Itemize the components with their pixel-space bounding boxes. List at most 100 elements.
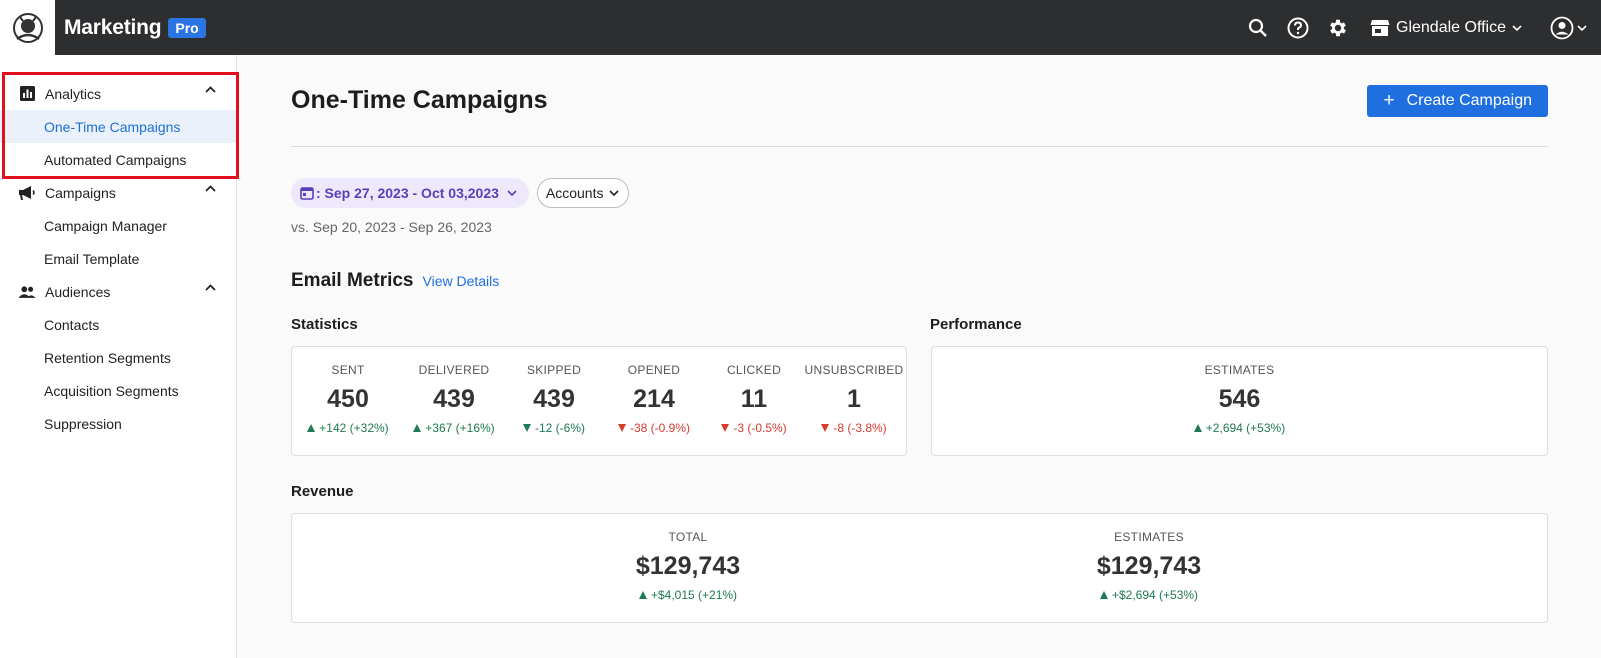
sidebar-item-automated-campaigns[interactable]: Automated Campaigns bbox=[44, 151, 187, 168]
sidebar-item-retention-segments[interactable]: Retention Segments bbox=[44, 349, 171, 366]
metric-label: ESTIMATES bbox=[1204, 363, 1275, 377]
metric-value: $129,743 bbox=[1096, 552, 1202, 580]
chevron-up-icon[interactable] bbox=[205, 185, 216, 192]
calendar-icon bbox=[300, 186, 314, 200]
date-range-filter[interactable]: : Sep 27, 2023 - Oct 03,2023 bbox=[291, 178, 529, 208]
help-icon[interactable] bbox=[1286, 16, 1310, 40]
delta-text: +$2,694 (+53%) bbox=[1111, 588, 1199, 602]
metric-delta: -38 (-0.9%) bbox=[617, 421, 691, 435]
brand-logo-icon bbox=[12, 12, 43, 43]
sidebar-item-acquisition-segments[interactable]: Acquisition Segments bbox=[44, 382, 179, 399]
nav-group-audiences[interactable]: Audiences bbox=[0, 275, 236, 308]
arrow-up-icon bbox=[413, 424, 422, 432]
statistics-title: Statistics bbox=[291, 316, 358, 333]
metric-label: CLICKED bbox=[726, 363, 782, 377]
arrow-down-icon bbox=[721, 424, 730, 432]
create-campaign-button[interactable]: + Create Campaign bbox=[1367, 84, 1548, 117]
app-title: Marketing bbox=[64, 15, 162, 39]
metric-opened: OPENED 214 -38 (-0.9%) bbox=[604, 347, 704, 455]
metric-label: SENT bbox=[331, 363, 365, 377]
location-selector[interactable]: Glendale Office bbox=[1370, 19, 1522, 37]
chevron-up-icon[interactable] bbox=[205, 86, 216, 93]
metric-delta: -3 (-0.5%) bbox=[721, 421, 787, 435]
metric-label: TOTAL bbox=[668, 530, 708, 544]
plus-icon: + bbox=[1383, 90, 1395, 111]
metric-delta: +2,694 (+53%) bbox=[1193, 421, 1286, 435]
logo[interactable] bbox=[0, 0, 55, 55]
date-range-label: : Sep 27, 2023 - Oct 03,2023 bbox=[316, 185, 499, 201]
delta-text: +$4,015 (+21%) bbox=[650, 588, 738, 602]
metric-value: 439 bbox=[433, 385, 475, 413]
chevron-down-icon bbox=[609, 190, 620, 196]
view-details-link[interactable]: View Details bbox=[422, 273, 500, 289]
metric-delta: +$4,015 (+21%) bbox=[638, 588, 738, 602]
metric-delta: -8 (-3.8%) bbox=[821, 421, 887, 435]
arrow-up-icon bbox=[307, 424, 316, 432]
sidebar-item-suppression[interactable]: Suppression bbox=[44, 415, 122, 432]
comparison-period: vs. Sep 20, 2023 - Sep 26, 2023 bbox=[291, 219, 492, 235]
nav-group-campaigns[interactable]: Campaigns bbox=[0, 176, 236, 209]
page-title: One-Time Campaigns bbox=[291, 86, 548, 114]
location-label: Glendale Office bbox=[1396, 18, 1506, 36]
nav-group-analytics[interactable]: Analytics bbox=[0, 77, 236, 110]
metric-delta: +367 (+16%) bbox=[413, 421, 495, 435]
chevron-down-icon bbox=[1512, 24, 1522, 31]
metric-performance-estimates: ESTIMATES 546 +2,694 (+53%) bbox=[1193, 347, 1286, 455]
performance-card: ESTIMATES 546 +2,694 (+53%) bbox=[931, 346, 1548, 456]
chevron-down-icon bbox=[507, 190, 517, 196]
gear-icon[interactable] bbox=[1326, 16, 1350, 40]
delta-text: -8 (-3.8%) bbox=[833, 421, 887, 435]
create-campaign-label: Create Campaign bbox=[1406, 91, 1532, 109]
accounts-filter[interactable]: Accounts bbox=[536, 178, 630, 208]
metric-value: 11 bbox=[740, 385, 768, 413]
metric-value: 1 bbox=[847, 385, 861, 413]
metric-delta: +142 (+32%) bbox=[307, 421, 389, 435]
sidebar-item-contacts[interactable]: Contacts bbox=[44, 316, 100, 333]
bar-chart-icon bbox=[18, 85, 36, 103]
email-metrics-title: Email Metrics bbox=[291, 270, 414, 291]
metric-delivered: DELIVERED 439 +367 (+16%) bbox=[404, 347, 504, 455]
delta-text: -38 (-0.9%) bbox=[629, 421, 691, 435]
metric-delta: +$2,694 (+53%) bbox=[1099, 588, 1199, 602]
megaphone-icon bbox=[18, 184, 36, 202]
revenue-card: TOTAL $129,743 +$4,015 (+21%) ESTIMATES … bbox=[291, 513, 1548, 623]
delta-text: +2,694 (+53%) bbox=[1205, 421, 1286, 435]
performance-title: Performance bbox=[930, 316, 1022, 333]
nav-group-label: Campaigns bbox=[45, 184, 116, 201]
metric-label: ESTIMATES bbox=[1114, 530, 1184, 544]
search-icon[interactable] bbox=[1246, 16, 1270, 40]
revenue-title: Revenue bbox=[291, 483, 354, 500]
arrow-down-icon bbox=[617, 424, 626, 432]
metric-value: 439 bbox=[533, 385, 575, 413]
arrow-down-icon bbox=[522, 424, 531, 432]
account-menu[interactable] bbox=[1550, 16, 1587, 40]
chevron-down-icon bbox=[1577, 24, 1587, 31]
metric-sent: SENT 450 +142 (+32%) bbox=[292, 347, 404, 455]
sidebar: Analytics One-Time Campaigns Automated C… bbox=[0, 55, 239, 658]
sidebar-item-email-template[interactable]: Email Template bbox=[44, 250, 140, 267]
metric-label: OPENED bbox=[627, 363, 681, 377]
metric-label: SKIPPED bbox=[526, 363, 582, 377]
nav-group-label: Audiences bbox=[45, 283, 111, 300]
chevron-up-icon[interactable] bbox=[205, 284, 216, 291]
people-icon bbox=[18, 283, 36, 301]
arrow-up-icon bbox=[1099, 591, 1108, 599]
nav-group-label: Analytics bbox=[45, 85, 102, 102]
top-bar: Marketing Pro Glendale Office bbox=[0, 0, 1601, 55]
delta-text: -3 (-0.5%) bbox=[733, 421, 787, 435]
metric-label: DELIVERED bbox=[418, 363, 490, 377]
sidebar-item-campaign-manager[interactable]: Campaign Manager bbox=[44, 217, 167, 234]
arrow-down-icon bbox=[821, 424, 830, 432]
metric-delta: -12 (-6%) bbox=[522, 421, 585, 435]
delta-text: -12 (-6%) bbox=[534, 421, 585, 435]
metric-value: 450 bbox=[327, 385, 369, 413]
accounts-filter-label: Accounts bbox=[545, 185, 604, 201]
delta-text: +142 (+32%) bbox=[319, 421, 389, 435]
delta-text: +367 (+16%) bbox=[425, 421, 495, 435]
metric-unsubscribed: UNSUBSCRIBED 1 -8 (-3.8%) bbox=[804, 347, 904, 455]
metric-skipped: SKIPPED 439 -12 (-6%) bbox=[504, 347, 604, 455]
metric-revenue-total: TOTAL $129,743 +$4,015 (+21%) bbox=[292, 514, 1084, 622]
user-avatar-icon bbox=[1550, 16, 1574, 39]
sidebar-item-one-time-campaigns[interactable]: One-Time Campaigns bbox=[0, 110, 236, 143]
pro-badge: Pro bbox=[168, 17, 206, 38]
